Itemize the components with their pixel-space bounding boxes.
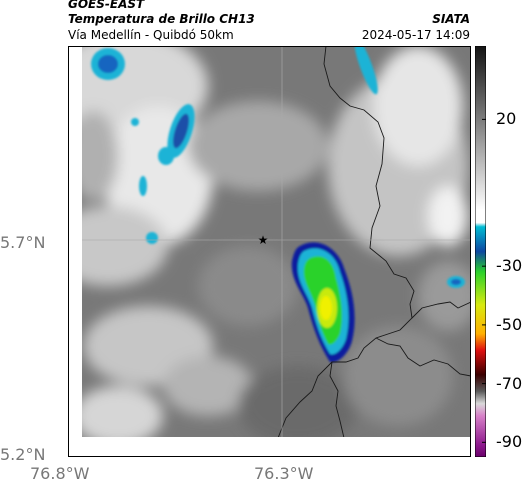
colorbar-tick-label: 20 bbox=[496, 109, 517, 129]
map-margin-left bbox=[68, 46, 82, 457]
map-frame bbox=[68, 46, 471, 457]
colorbar-tick-label: -90 bbox=[496, 432, 523, 452]
satellite-title: GOES-EAST bbox=[68, 0, 145, 11]
deep-convection-cell bbox=[291, 242, 355, 363]
datetime-label: 2024-05-17 14:09 bbox=[361, 28, 470, 42]
product-title: Temperatura de Brillo CH13 bbox=[68, 12, 255, 26]
satellite-map: ★ bbox=[68, 46, 471, 457]
colorbar bbox=[475, 46, 486, 457]
lon-label-76-8: 76.8°W bbox=[30, 464, 90, 483]
cold-cloud-cells bbox=[91, 46, 465, 363]
star-icon: ★ bbox=[258, 233, 269, 247]
lon-label-76-3: 76.3°W bbox=[254, 464, 314, 483]
organization-label: SIATA bbox=[432, 12, 470, 26]
colorbar-fill bbox=[475, 46, 486, 457]
map-margin bbox=[68, 437, 471, 457]
colorbar-tick-label: -30 bbox=[496, 256, 523, 276]
lat-label-5-2: 5.2°N bbox=[0, 445, 46, 464]
colorbar-tick-label: -50 bbox=[496, 314, 523, 334]
cloud-texture bbox=[68, 46, 471, 446]
colorbar-tick-label: -70 bbox=[496, 373, 523, 393]
lat-label-5-7: 5.7°N bbox=[0, 233, 46, 252]
route-subtitle: Vía Medellín - Quibdó 50km bbox=[68, 28, 234, 42]
colorbar-ticks bbox=[482, 118, 486, 443]
graticule bbox=[68, 46, 471, 457]
